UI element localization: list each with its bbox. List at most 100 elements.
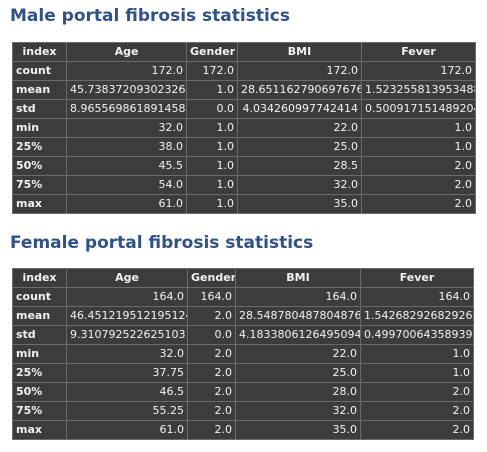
table-cell: 35.0 — [235, 420, 361, 440]
table-cell: 32.0 — [237, 175, 362, 195]
table-cell: 1.0 — [361, 118, 476, 138]
table-cell: 35.0 — [237, 194, 362, 214]
table-cell: 172.0 — [237, 61, 362, 81]
table-row: 75% 54.0 1.0 32.0 2.0 — [12, 175, 476, 195]
table-cell: 1.5426829268292683 — [360, 306, 474, 326]
table-cell: 61.0 — [66, 420, 188, 440]
header-row: index Age Gender BMI Fever — [12, 268, 474, 288]
column-header: Gender — [187, 268, 236, 288]
table-cell: 2.0 — [361, 156, 476, 176]
table-cell: 38.0 — [66, 137, 187, 157]
female-stats-table: index Age Gender BMI Fever count 164.0 164.0 16… — [12, 268, 474, 440]
column-header: Age — [66, 42, 187, 62]
table-cell: 32.0 — [66, 118, 187, 138]
row-label: std — [12, 325, 67, 345]
row-label: 50% — [12, 156, 67, 176]
row-label: mean — [12, 306, 67, 326]
column-header: Age — [66, 268, 188, 288]
table-cell: 0.5009171514892047 — [361, 99, 476, 119]
row-label: min — [12, 344, 67, 364]
column-header: Fever — [360, 268, 474, 288]
table-row: std 8.965569861891458 0.0 4.034260997742414… — [12, 99, 476, 119]
table-cell: 164.0 — [187, 287, 236, 307]
table-cell: 172.0 — [66, 61, 187, 81]
table-cell: 164.0 — [66, 287, 188, 307]
row-label: count — [12, 61, 67, 81]
table-row: min 32.0 2.0 22.0 1.0 — [12, 344, 474, 364]
table-cell: 28.5 — [237, 156, 362, 176]
table-cell: 164.0 — [360, 287, 474, 307]
table-cell: 0.0 — [186, 99, 238, 119]
table-row: 25% 38.0 1.0 25.0 1.0 — [12, 137, 476, 157]
table-cell: 46.451219512195124 — [66, 306, 188, 326]
row-label: min — [12, 118, 67, 138]
table-cell: 1.0 — [186, 80, 238, 100]
table-cell: 1.0 — [186, 194, 238, 214]
table-row: 25% 37.75 2.0 25.0 1.0 — [12, 363, 474, 383]
row-label: count — [12, 287, 67, 307]
table-cell: 2.0 — [360, 401, 474, 421]
table-cell: 0.4997006435893904 — [360, 325, 474, 345]
male-stats-table: index Age Gender BMI Fever count 172.0 172.0 17… — [12, 42, 476, 214]
table-row: count 172.0 172.0 172.0 172.0 — [12, 61, 476, 81]
table-cell: 1.0 — [360, 363, 474, 383]
table-cell: 1.0 — [186, 118, 238, 138]
row-label: max — [12, 194, 67, 214]
table-cell: 37.75 — [66, 363, 188, 383]
table-cell: 1.0 — [186, 137, 238, 157]
table-cell: 55.25 — [66, 401, 188, 421]
row-label: 75% — [12, 401, 67, 421]
table-cell: 172.0 — [361, 61, 476, 81]
table-row: 50% 46.5 2.0 28.0 2.0 — [12, 382, 474, 402]
table-cell: 8.965569861891458 — [66, 99, 187, 119]
table-cell: 22.0 — [235, 344, 361, 364]
column-header: BMI — [235, 268, 361, 288]
table-cell: 2.0 — [187, 363, 236, 383]
table-cell: 46.5 — [66, 382, 188, 402]
table-cell: 2.0 — [187, 382, 236, 402]
table-cell: 28.651162790697676 — [237, 80, 362, 100]
table-cell: 2.0 — [360, 382, 474, 402]
table-cell: 164.0 — [235, 287, 361, 307]
row-label: mean — [12, 80, 67, 100]
female-stats-title: Female portal fibrosis statistics — [10, 233, 314, 253]
column-header: BMI — [237, 42, 362, 62]
table-row: count 164.0 164.0 164.0 164.0 — [12, 287, 474, 307]
table-cell: 1.0 — [186, 175, 238, 195]
row-label: 75% — [12, 175, 67, 195]
table-cell: 1.0 — [360, 344, 474, 364]
table-cell: 2.0 — [187, 401, 236, 421]
table-cell: 32.0 — [66, 344, 188, 364]
table-row: 75% 55.25 2.0 32.0 2.0 — [12, 401, 474, 421]
table-cell: 25.0 — [237, 137, 362, 157]
table-cell: 9.310792522625103 — [66, 325, 188, 345]
table-row: 50% 45.5 1.0 28.5 2.0 — [12, 156, 476, 176]
table-cell: 4.034260997742414 — [237, 99, 362, 119]
table-row: max 61.0 1.0 35.0 2.0 — [12, 194, 476, 214]
row-label: std — [12, 99, 67, 119]
column-header: Fever — [361, 42, 476, 62]
table-cell: 2.0 — [187, 344, 236, 364]
table-cell: 45.5 — [66, 156, 187, 176]
table-cell: 2.0 — [187, 420, 236, 440]
column-header: index — [12, 42, 67, 62]
row-label: 25% — [12, 137, 67, 157]
table-cell: 2.0 — [361, 194, 476, 214]
table-cell: 25.0 — [235, 363, 361, 383]
table-row: std 9.310792522625103 0.0 4.183380612649509… — [12, 325, 474, 345]
row-label: max — [12, 420, 67, 440]
table-cell: 2.0 — [187, 306, 236, 326]
table-cell: 32.0 — [235, 401, 361, 421]
table-row: min 32.0 1.0 22.0 1.0 — [12, 118, 476, 138]
table-cell: 0.0 — [187, 325, 236, 345]
table-row: max 61.0 2.0 35.0 2.0 — [12, 420, 474, 440]
male-stats-title: Male portal fibrosis statistics — [10, 6, 290, 26]
table-cell: 172.0 — [186, 61, 238, 81]
header-row: index Age Gender BMI Fever — [12, 42, 476, 62]
table-cell: 2.0 — [361, 175, 476, 195]
table-cell: 45.73837209302326 — [66, 80, 187, 100]
table-cell: 28.0 — [235, 382, 361, 402]
column-header: Gender — [186, 42, 238, 62]
table-cell: 1.5232558139534884 — [361, 80, 476, 100]
table-cell: 2.0 — [360, 420, 474, 440]
